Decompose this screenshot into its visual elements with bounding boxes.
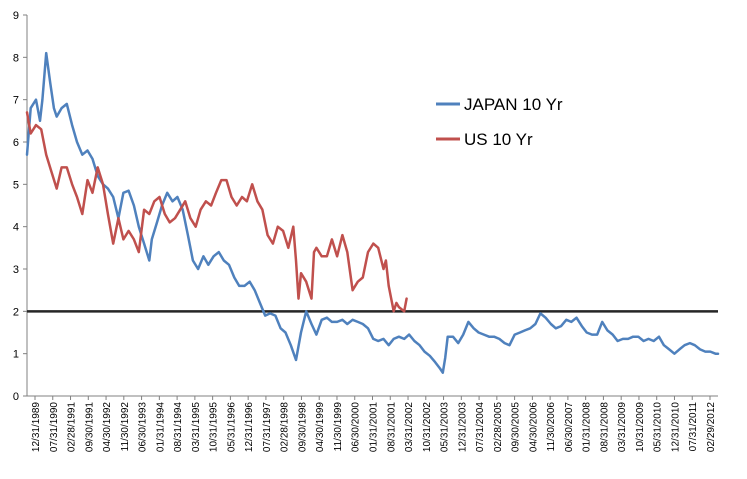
x-tick-label: 06/30/1993 (138, 402, 149, 452)
y-tick-label: 3 (13, 264, 19, 276)
y-tick-label: 2 (13, 306, 19, 318)
x-tick-label: 11/30/2006 (546, 402, 557, 452)
y-tick-label: 0 (13, 391, 19, 403)
legend-label-japan: JAPAN 10 Yr (464, 95, 563, 114)
x-tick-label: 03/31/2009 (617, 402, 628, 452)
x-tick-label: 05/31/2003 (440, 402, 451, 452)
series-line-us (25, 111, 408, 313)
x-tick-label: 03/31/2002 (404, 402, 415, 452)
y-tick-label: 4 (13, 222, 19, 234)
y-tick-label: 6 (13, 137, 19, 149)
x-tick-label: 02/28/1998 (280, 402, 291, 452)
x-tick-label: 04/30/1999 (315, 402, 326, 452)
x-tick-label: 12/31/2003 (457, 402, 468, 452)
x-tick-label: 05/31/2010 (653, 402, 664, 452)
x-tick-label: 11/30/1992 (120, 402, 131, 452)
x-tick-label: 03/31/1995 (191, 402, 202, 452)
x-tick-label: 10/31/2009 (635, 402, 646, 452)
x-tick-label: 02/29/2012 (706, 402, 717, 452)
y-tick-label: 9 (13, 10, 19, 22)
x-tick-label: 07/31/2004 (475, 402, 486, 452)
x-tick-label: 10/31/2002 (422, 402, 433, 452)
x-tick-label: 06/30/2007 (564, 402, 575, 452)
x-tick-label: 06/30/2000 (351, 402, 362, 452)
x-axis: 12/31/1989 07/31/1990 02/28/1991 09/30/1991… (27, 395, 718, 452)
x-tick-label: 11/30/1999 (333, 402, 344, 452)
y-axis: 0 1 2 3 4 5 6 7 8 9 (13, 10, 28, 403)
x-tick-label: 01/31/1994 (155, 402, 166, 452)
x-tick-label: 12/31/2010 (670, 402, 681, 452)
x-tick-label: 12/31/1996 (244, 402, 255, 452)
x-tick-label: 08/31/1994 (173, 402, 184, 452)
x-tick-label: 04/30/2006 (528, 402, 539, 452)
x-tick-label: 05/31/1996 (226, 402, 237, 452)
x-tick-label: 08/31/2001 (386, 402, 397, 452)
legend-label-us: US 10 Yr (464, 130, 533, 149)
legend: JAPAN 10 Yr US 10 Yr (436, 95, 563, 149)
x-tick-label: 09/30/1998 (297, 402, 308, 452)
x-tick-label: 01/31/2008 (582, 402, 593, 452)
x-tick-label: 12/31/1989 (31, 402, 42, 452)
x-tick-label: 08/31/2008 (599, 402, 610, 452)
series-line-japan (25, 51, 720, 374)
y-tick-label: 8 (13, 52, 19, 64)
x-tick-label: 07/31/2011 (688, 402, 699, 452)
series-group (25, 51, 720, 374)
x-tick-label: 02/28/2005 (493, 402, 504, 452)
x-tick-label: 09/30/1991 (84, 402, 95, 452)
y-tick-label: 1 (13, 349, 19, 361)
x-tick-label: 07/31/1997 (262, 402, 273, 452)
y-tick-label: 5 (13, 179, 19, 191)
x-tick-label: 01/31/2001 (369, 402, 380, 452)
x-tick-label: 02/28/1991 (67, 402, 78, 452)
y-tick-label: 7 (13, 95, 19, 107)
x-tick-label: 07/31/1990 (49, 402, 60, 452)
x-tick-label: 10/31/1995 (209, 402, 220, 452)
x-tick-label: 09/30/2005 (511, 402, 522, 452)
x-tick-label: 04/30/1992 (102, 402, 113, 452)
